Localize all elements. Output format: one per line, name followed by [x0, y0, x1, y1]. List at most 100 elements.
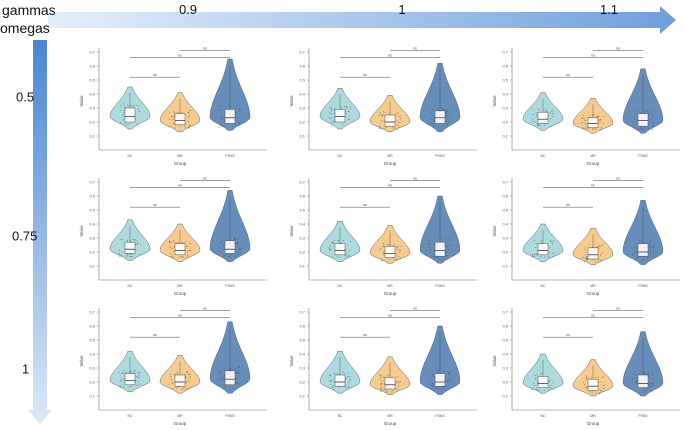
- data-point: [222, 388, 224, 390]
- data-point: [441, 259, 443, 261]
- data-point: [330, 118, 332, 120]
- y-tick-label: 0.7: [502, 50, 508, 55]
- data-point: [600, 381, 602, 383]
- data-point: [535, 377, 537, 379]
- data-point: [585, 378, 587, 380]
- data-point: [600, 392, 602, 394]
- data-point: [220, 104, 222, 106]
- data-point: [552, 243, 554, 245]
- data-point: [436, 370, 438, 372]
- violin-NC: NC: [109, 86, 151, 158]
- data-point: [652, 122, 654, 124]
- data-point: [543, 257, 545, 259]
- data-point: [173, 374, 175, 376]
- data-point: [169, 111, 171, 113]
- significance-label: ns: [388, 314, 392, 318]
- data-point: [347, 118, 349, 120]
- data-point: [379, 111, 381, 113]
- data-point: [532, 120, 534, 122]
- data-point: [553, 240, 555, 242]
- data-point: [172, 119, 174, 121]
- y-tick-label: 0.5: [502, 208, 508, 213]
- data-point: [185, 375, 187, 377]
- iqr-box: [537, 376, 549, 388]
- data-point: [640, 112, 642, 114]
- data-point: [633, 378, 635, 380]
- data-point: [399, 115, 401, 117]
- data-point: [378, 114, 380, 116]
- data-point: [433, 116, 435, 118]
- iqr-box: [174, 243, 186, 256]
- data-point: [172, 111, 174, 113]
- data-point: [551, 110, 553, 112]
- data-point: [437, 259, 439, 261]
- y-axis-label: Value: [289, 95, 294, 107]
- significance-label: ns: [388, 54, 392, 58]
- data-point: [126, 256, 128, 258]
- violin-PSNS: PSNS: [209, 190, 251, 288]
- data-point: [595, 128, 597, 130]
- iqr-box: [587, 247, 599, 260]
- y-tick-label: 0.1: [299, 134, 305, 139]
- data-point: [129, 256, 131, 258]
- iqr-box: [224, 240, 236, 254]
- data-point: [239, 109, 241, 111]
- data-point: [391, 391, 393, 393]
- data-point: [431, 122, 433, 124]
- data-point: [230, 367, 232, 369]
- data-point: [598, 115, 600, 117]
- data-point: [333, 121, 335, 123]
- data-point: [138, 372, 140, 374]
- data-point: [650, 253, 652, 255]
- data-point: [447, 380, 449, 382]
- data-point: [379, 125, 381, 127]
- y-tick-label: 0.5: [299, 338, 305, 343]
- data-point: [348, 382, 350, 384]
- data-point: [390, 244, 392, 246]
- data-point: [127, 104, 129, 106]
- data-point: [222, 248, 224, 250]
- data-point: [180, 256, 182, 258]
- data-point: [447, 238, 449, 240]
- data-point: [532, 254, 534, 256]
- data-point: [185, 388, 187, 390]
- data-point: [535, 112, 537, 114]
- data-point: [394, 127, 396, 129]
- data-point: [221, 126, 223, 128]
- data-point: [652, 251, 654, 253]
- y-tick-label: 0.4: [89, 222, 95, 227]
- significance-label: ns: [413, 47, 417, 51]
- significance-label: ns: [616, 177, 620, 181]
- data-point: [177, 373, 179, 375]
- y-tick-label: 0.3: [502, 236, 508, 241]
- data-point: [650, 385, 652, 387]
- data-point: [123, 103, 125, 105]
- data-point: [343, 240, 345, 242]
- data-point: [332, 242, 334, 244]
- data-point: [137, 376, 139, 378]
- data-point: [602, 376, 604, 378]
- data-point: [396, 129, 398, 131]
- data-point: [173, 241, 175, 243]
- data-point: [536, 124, 538, 126]
- data-point: [119, 385, 121, 387]
- data-point: [387, 375, 389, 377]
- data-point: [184, 241, 186, 243]
- data-point: [121, 372, 123, 374]
- violin-PSNS: PSNS: [209, 321, 251, 418]
- data-point: [125, 106, 127, 108]
- data-point: [551, 241, 553, 243]
- data-point: [383, 244, 385, 246]
- data-point: [531, 253, 533, 255]
- data-point: [330, 383, 332, 385]
- data-point: [138, 110, 140, 112]
- data-point: [447, 114, 449, 116]
- data-point: [171, 241, 173, 243]
- data-point: [589, 391, 591, 393]
- category-label: PSNS: [435, 284, 445, 288]
- data-point: [585, 127, 587, 129]
- data-point: [600, 390, 602, 392]
- data-point: [348, 386, 350, 388]
- data-point: [385, 391, 387, 393]
- data-point: [126, 240, 128, 242]
